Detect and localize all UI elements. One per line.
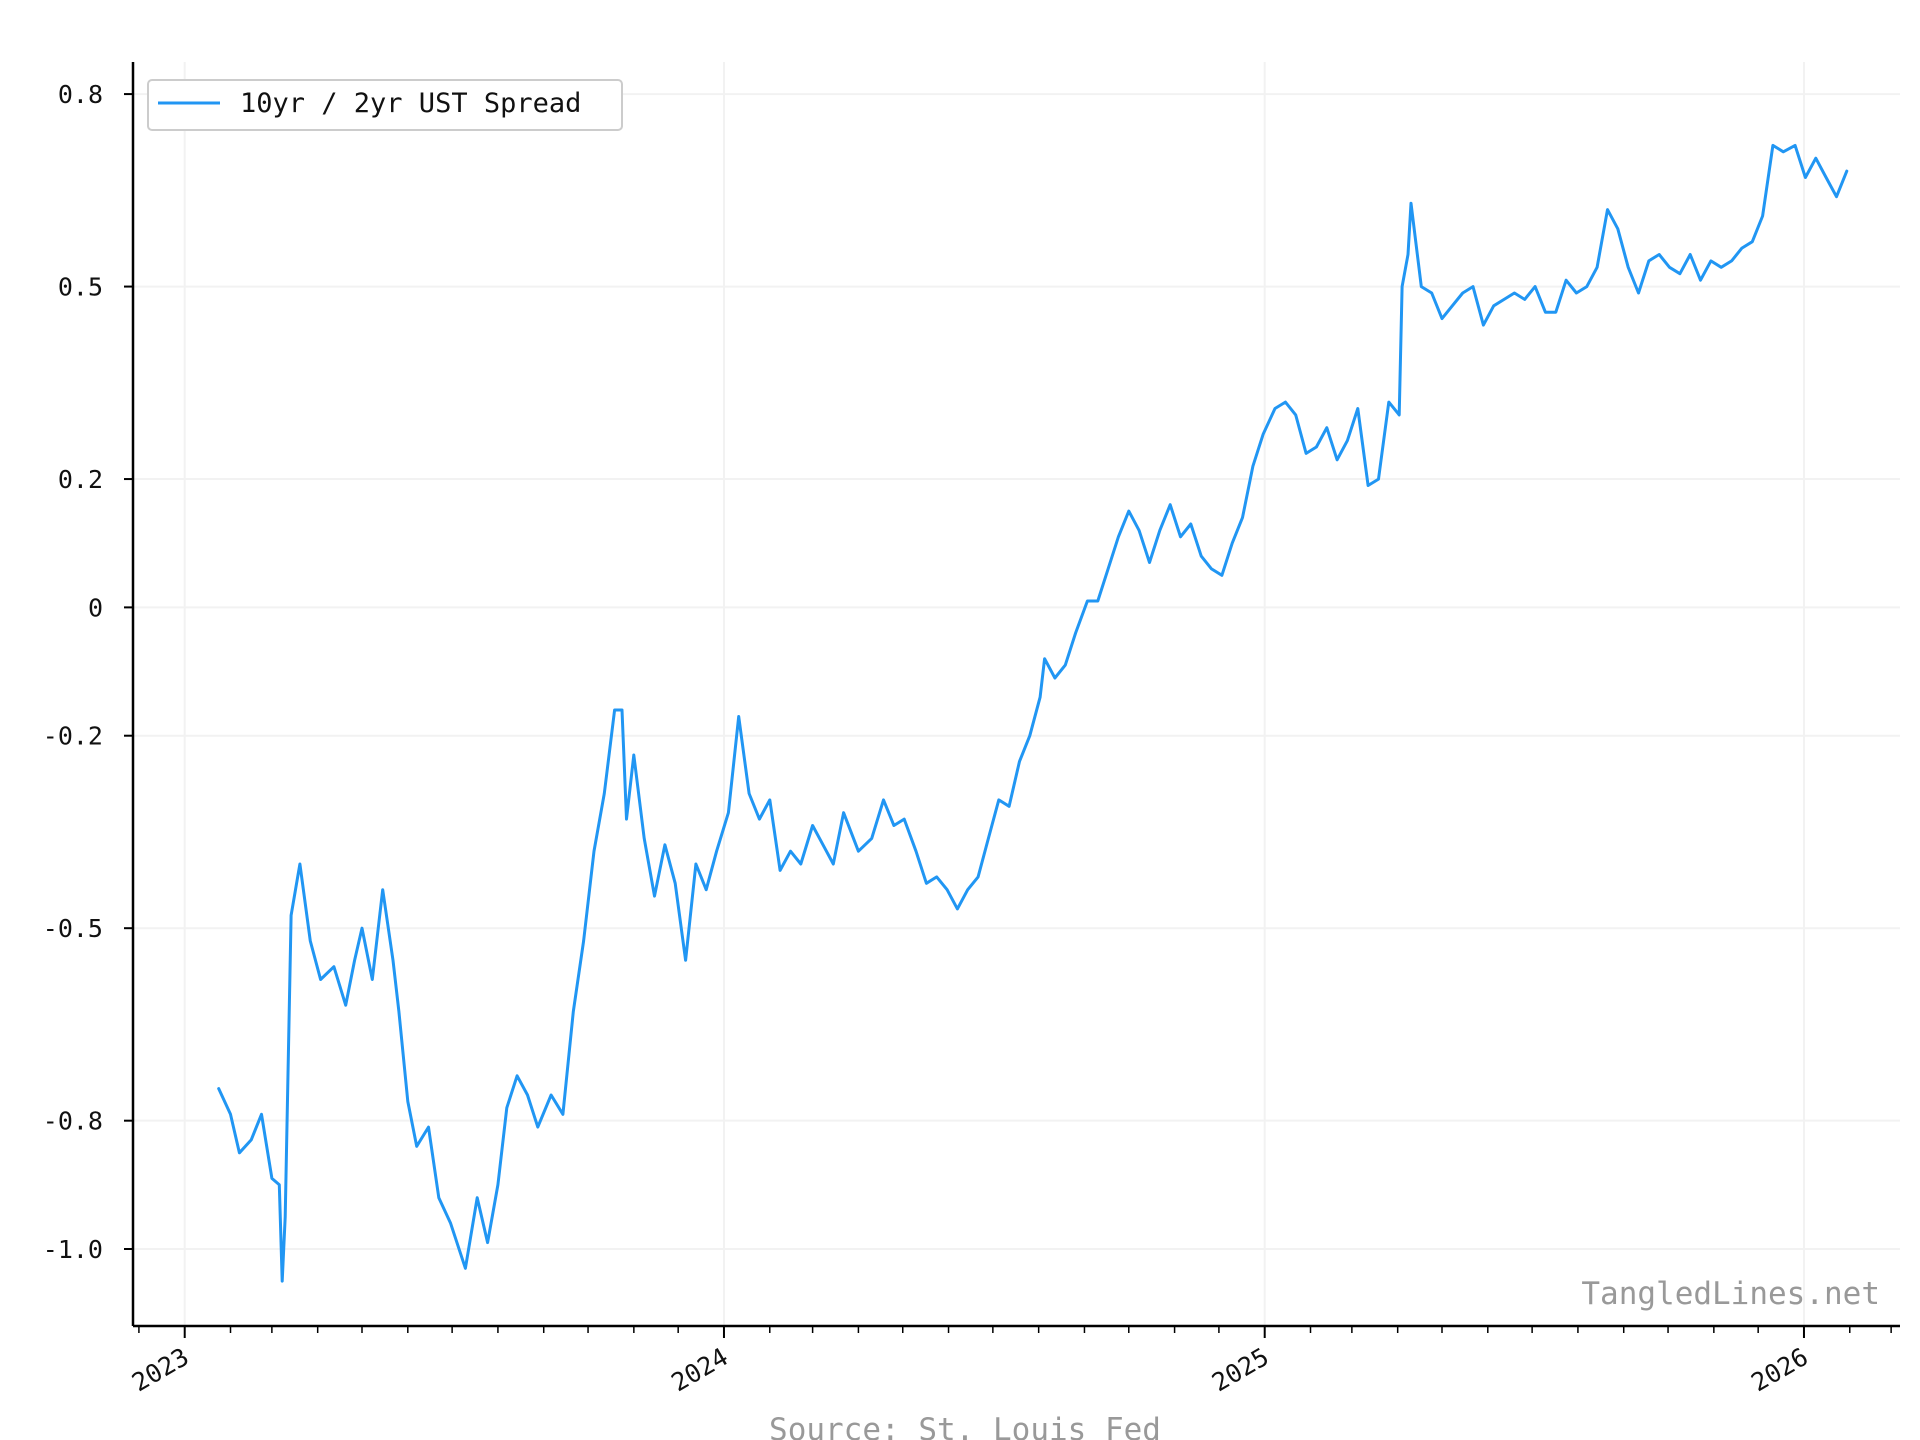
grid-lines xyxy=(133,62,1900,1326)
legend-box xyxy=(147,79,623,131)
x-tick-label: 2023 xyxy=(127,1342,194,1397)
x-tick-label: 2026 xyxy=(1746,1342,1813,1397)
x-tick-label: 2024 xyxy=(666,1342,733,1397)
y-tick-label: 0 xyxy=(88,593,103,622)
y-tick-label: -1.0 xyxy=(43,1235,103,1264)
source-note: Source: St. Louis Fed xyxy=(769,1412,1161,1440)
axes: 0.8 0.5 0.2 0 -0.2 -0.5 -0.8 -1.0 2023 2024 2025 20… xyxy=(43,62,1900,1397)
watermark: TangledLines.net xyxy=(1581,1276,1880,1312)
y-tick-label: -0.8 xyxy=(43,1107,103,1136)
legend: 10yr / 2yr UST Spread xyxy=(147,79,623,131)
series-line-0 xyxy=(217,143,1849,1283)
y-tick-label: 0.8 xyxy=(58,80,103,109)
y-tick-label: -0.2 xyxy=(43,722,103,751)
y-tick-label: 0.5 xyxy=(58,273,103,302)
y-tick-label: -0.5 xyxy=(43,914,103,943)
series-layer xyxy=(217,143,1849,1283)
legend-label: 10yr / 2yr UST Spread xyxy=(240,88,581,119)
y-tick-label: 0.2 xyxy=(58,465,103,494)
x-tick-label: 2025 xyxy=(1207,1342,1274,1397)
